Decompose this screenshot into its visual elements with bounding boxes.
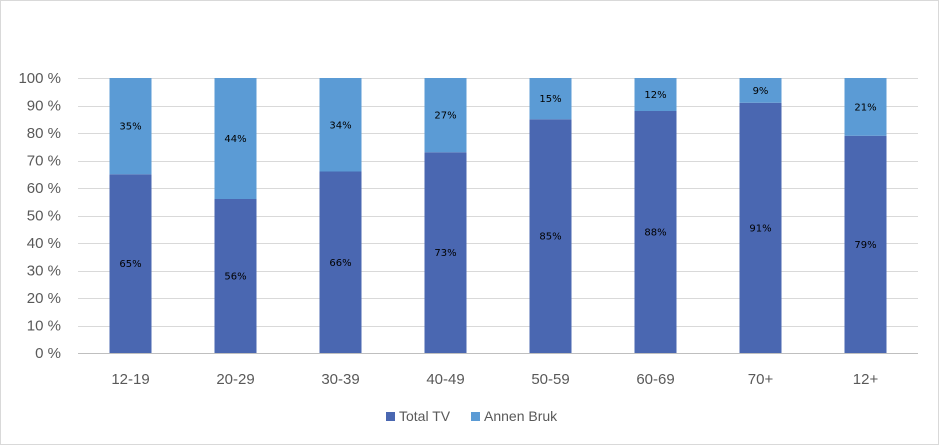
- bar-annen-bruk-30-39: [319, 78, 362, 172]
- x-axis: 12-19 20-29 30-39 40-49 50-59 60-69 70+ 12+: [111, 371, 878, 388]
- bar-total-tv-20-29: [214, 199, 257, 353]
- legend-label: Annen Bruk: [484, 408, 558, 424]
- bar-annen-bruk-50-59: [529, 78, 572, 120]
- x-tick-label: 50-59: [531, 371, 569, 388]
- data-label-annen-bruk: 21%: [854, 102, 876, 113]
- bar-total-tv-30-39: [319, 171, 362, 353]
- x-tick-label: 30-39: [321, 371, 359, 388]
- legend-label: Total TV: [399, 408, 451, 424]
- y-tick-label: 60 %: [27, 180, 61, 197]
- gridlines: [78, 78, 918, 354]
- bar-total-tv-60-69: [634, 111, 677, 353]
- y-tick-label: 50 %: [27, 208, 61, 225]
- bars: 65% 35% 56% 44% 66% 34% 73% 27% 85% 15% 88% 12% 91% 9…: [109, 78, 887, 353]
- y-tick-label: 100 %: [18, 70, 61, 87]
- y-tick-label: 0 %: [35, 345, 61, 362]
- y-axis: 0 % 10 % 20 % 30 % 40 % 50 % 60 % 70 % 80 % 90 % 1…: [18, 70, 61, 362]
- y-tick-label: 90 %: [27, 98, 61, 115]
- data-label-total-tv: 66%: [329, 258, 351, 269]
- x-tick-label: 70+: [748, 371, 774, 388]
- y-tick-label: 70 %: [27, 153, 61, 170]
- legend-swatch-total-tv: [386, 412, 395, 421]
- bar-total-tv-12-19: [109, 174, 152, 353]
- bar-annen-bruk-40-49: [424, 78, 467, 153]
- data-label-annen-bruk: 44%: [224, 134, 246, 145]
- x-tick-label: 40-49: [426, 371, 464, 388]
- y-tick-label: 30 %: [27, 263, 61, 280]
- legend-swatch-annen-bruk: [471, 412, 480, 421]
- data-label-total-tv: 79%: [854, 240, 876, 251]
- y-tick-label: 20 %: [27, 290, 61, 307]
- data-label-annen-bruk: 34%: [329, 120, 351, 131]
- data-label-annen-bruk: 12%: [644, 90, 666, 101]
- y-tick-label: 40 %: [27, 235, 61, 252]
- bar-total-tv-12+: [844, 135, 887, 353]
- y-tick-label: 80 %: [27, 125, 61, 142]
- y-tick-label: 10 %: [27, 318, 61, 335]
- bar-total-tv-50-59: [529, 119, 572, 353]
- bar-annen-bruk-60-69: [634, 78, 677, 111]
- data-label-total-tv: 88%: [644, 228, 666, 239]
- bar-total-tv-40-49: [424, 152, 467, 353]
- x-tick-label: 60-69: [636, 371, 674, 388]
- x-tick-label: 20-29: [216, 371, 254, 388]
- x-tick-label: 12-19: [111, 371, 149, 388]
- data-label-total-tv: 91%: [749, 223, 771, 234]
- data-label-annen-bruk: 35%: [119, 122, 141, 133]
- x-tick-label: 12+: [853, 371, 879, 388]
- data-label-annen-bruk: 27%: [434, 111, 456, 122]
- bar-annen-bruk-20-29: [214, 78, 257, 199]
- legend: Total TV Annen Bruk: [386, 408, 558, 424]
- data-label-annen-bruk: 15%: [539, 94, 561, 105]
- data-label-total-tv: 85%: [539, 232, 561, 243]
- bar-total-tv-70+: [739, 102, 782, 353]
- data-label-total-tv: 65%: [119, 259, 141, 270]
- bar-annen-bruk-70+: [739, 78, 782, 103]
- bar-annen-bruk-12-19: [109, 78, 152, 175]
- data-label-annen-bruk: 9%: [753, 86, 769, 97]
- bar-annen-bruk-12+: [844, 78, 887, 136]
- data-label-total-tv: 73%: [434, 248, 456, 259]
- data-label-total-tv: 56%: [224, 272, 246, 283]
